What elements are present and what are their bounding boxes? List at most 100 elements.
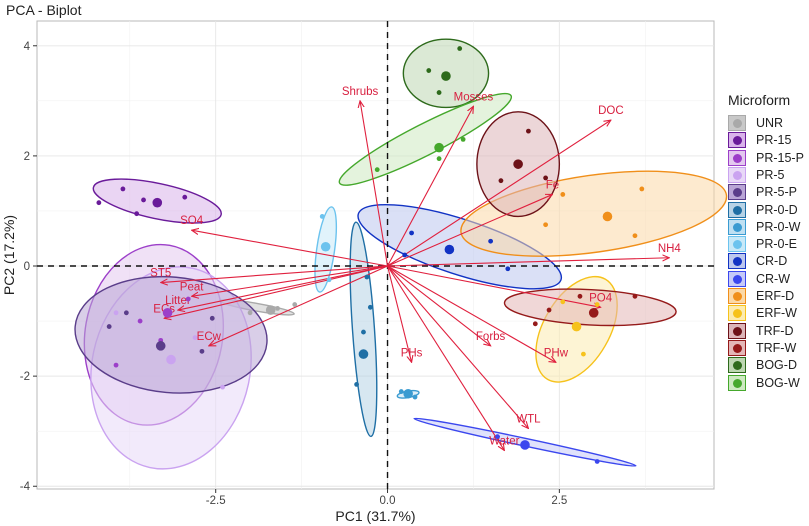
legend-dot — [733, 361, 742, 371]
legend-label: PR-5 — [756, 167, 785, 182]
point-bog-d — [436, 90, 442, 95]
point-cr-d — [409, 230, 414, 236]
point-pr-5-p — [209, 315, 215, 321]
loading-label-st5: ST5 — [150, 268, 171, 280]
point-erf-d — [560, 192, 566, 197]
legend-dot — [733, 188, 742, 198]
legend-dot — [733, 257, 742, 267]
y-axis-label: PC2 (17.2%) — [1, 215, 17, 295]
x-tick-label: 2.5 — [551, 495, 567, 507]
loading-arrow-peat — [192, 265, 388, 296]
point-trf-d — [498, 178, 504, 184]
loading-arrow-fe — [387, 194, 553, 267]
loading-label-litter: Litter — [165, 295, 191, 307]
loading-label-doc: DOC — [598, 105, 624, 117]
point-pr-15-p — [185, 296, 191, 302]
legend-dot — [733, 378, 742, 388]
point-layer — [96, 46, 645, 464]
point-pr-0-d — [361, 329, 366, 335]
legend-dot — [733, 326, 742, 336]
loading-label-so4: SO4 — [180, 215, 204, 227]
point-erf-w — [560, 299, 566, 305]
loading-arrow-ecw — [209, 265, 388, 346]
legend-label: PR-5-P — [756, 185, 797, 200]
legend-key — [728, 201, 746, 218]
loading-label-peat: Peat — [180, 281, 204, 293]
legend-dot — [733, 343, 742, 353]
y-tick-label: 0 — [24, 261, 30, 273]
loading-label-wtl: WTL — [516, 413, 541, 425]
point-bog-w — [436, 156, 442, 162]
centroid-pr-15 — [152, 197, 163, 208]
point-pr-15 — [141, 197, 146, 203]
loading-arrow-forbs — [387, 265, 491, 346]
loading-arrow-st5 — [161, 265, 388, 283]
legend-label: PR-15-P — [756, 150, 804, 165]
chart-title: PCA - Biplot — [6, 2, 82, 18]
point-trf-d — [526, 128, 531, 134]
legend-key — [728, 339, 746, 356]
point-pr-15 — [182, 194, 188, 200]
point-unr — [292, 302, 298, 307]
centroid-cr-w — [520, 440, 530, 450]
centroid-cr-d — [444, 244, 455, 255]
legend-key — [728, 270, 746, 287]
loading-label-phs: PHs — [401, 347, 423, 359]
legend-dot — [733, 274, 742, 284]
point-pr-5-p — [106, 324, 112, 329]
point-erf-d — [639, 186, 645, 192]
point-pr-5 — [192, 335, 198, 340]
loading-arrow-litter — [178, 265, 388, 310]
point-pr-15-p — [137, 318, 143, 324]
loading-label-nh4: NH4 — [658, 243, 682, 255]
legend-key — [728, 236, 746, 253]
legend-label: TRF-D — [756, 323, 794, 338]
legend-key — [728, 166, 746, 183]
point-cr-w — [495, 434, 500, 440]
legend-dot — [733, 170, 742, 180]
centroid-bog-d — [441, 71, 451, 81]
point-bog-w — [374, 167, 380, 173]
point-cr-w — [594, 459, 600, 464]
point-unr — [247, 310, 253, 316]
legend-label: PR-0-E — [756, 237, 797, 252]
loading-arrow-shrubs — [360, 101, 389, 267]
legend-label: PR-0-W — [756, 219, 801, 234]
point-bog-d — [457, 46, 463, 51]
centroid-pr-5-p — [155, 341, 166, 351]
point-cr-d — [402, 252, 408, 258]
point-cr-d — [488, 238, 494, 244]
legend-key — [728, 305, 746, 322]
point-pr-15-p — [113, 362, 119, 368]
y-tick-label: 4 — [24, 41, 31, 53]
legend-label: UNR — [756, 116, 784, 130]
point-trf-w — [532, 321, 538, 327]
loading-label-shrubs: Shrubs — [342, 86, 379, 98]
legend-label: PR-15 — [756, 133, 792, 148]
point-erf-d — [632, 233, 638, 239]
loading-label-phw: PHw — [544, 347, 569, 359]
legend-label: TRF-W — [756, 340, 797, 355]
loading-label-forbs: Forbs — [476, 331, 506, 343]
loading-arrow-phw — [387, 265, 556, 362]
loading-label-water: Water — [489, 435, 519, 447]
loading-arrow-wtl — [387, 265, 529, 428]
legend-key — [728, 322, 746, 339]
legend-label: BOG-D — [756, 358, 797, 373]
loading-arrow-ecs — [164, 265, 388, 318]
point-pr-0-e — [326, 277, 332, 283]
legend-label: CR-D — [756, 254, 788, 269]
point-cr-d — [505, 266, 511, 272]
ellipse-pr-0-d — [349, 221, 378, 438]
point-pr-15 — [120, 186, 126, 192]
loading-label-mosses: Mosses — [454, 91, 494, 103]
legend-label: ERF-W — [756, 306, 797, 321]
reference-lines — [37, 21, 714, 489]
point-trf-w — [632, 293, 638, 299]
point-pr-15 — [134, 211, 140, 217]
x-axis-label: PC1 (31.7%) — [335, 508, 415, 524]
loading-arrow-nh4 — [387, 258, 670, 267]
y-tick-label: 2 — [24, 151, 30, 163]
point-pr-15 — [96, 200, 102, 206]
